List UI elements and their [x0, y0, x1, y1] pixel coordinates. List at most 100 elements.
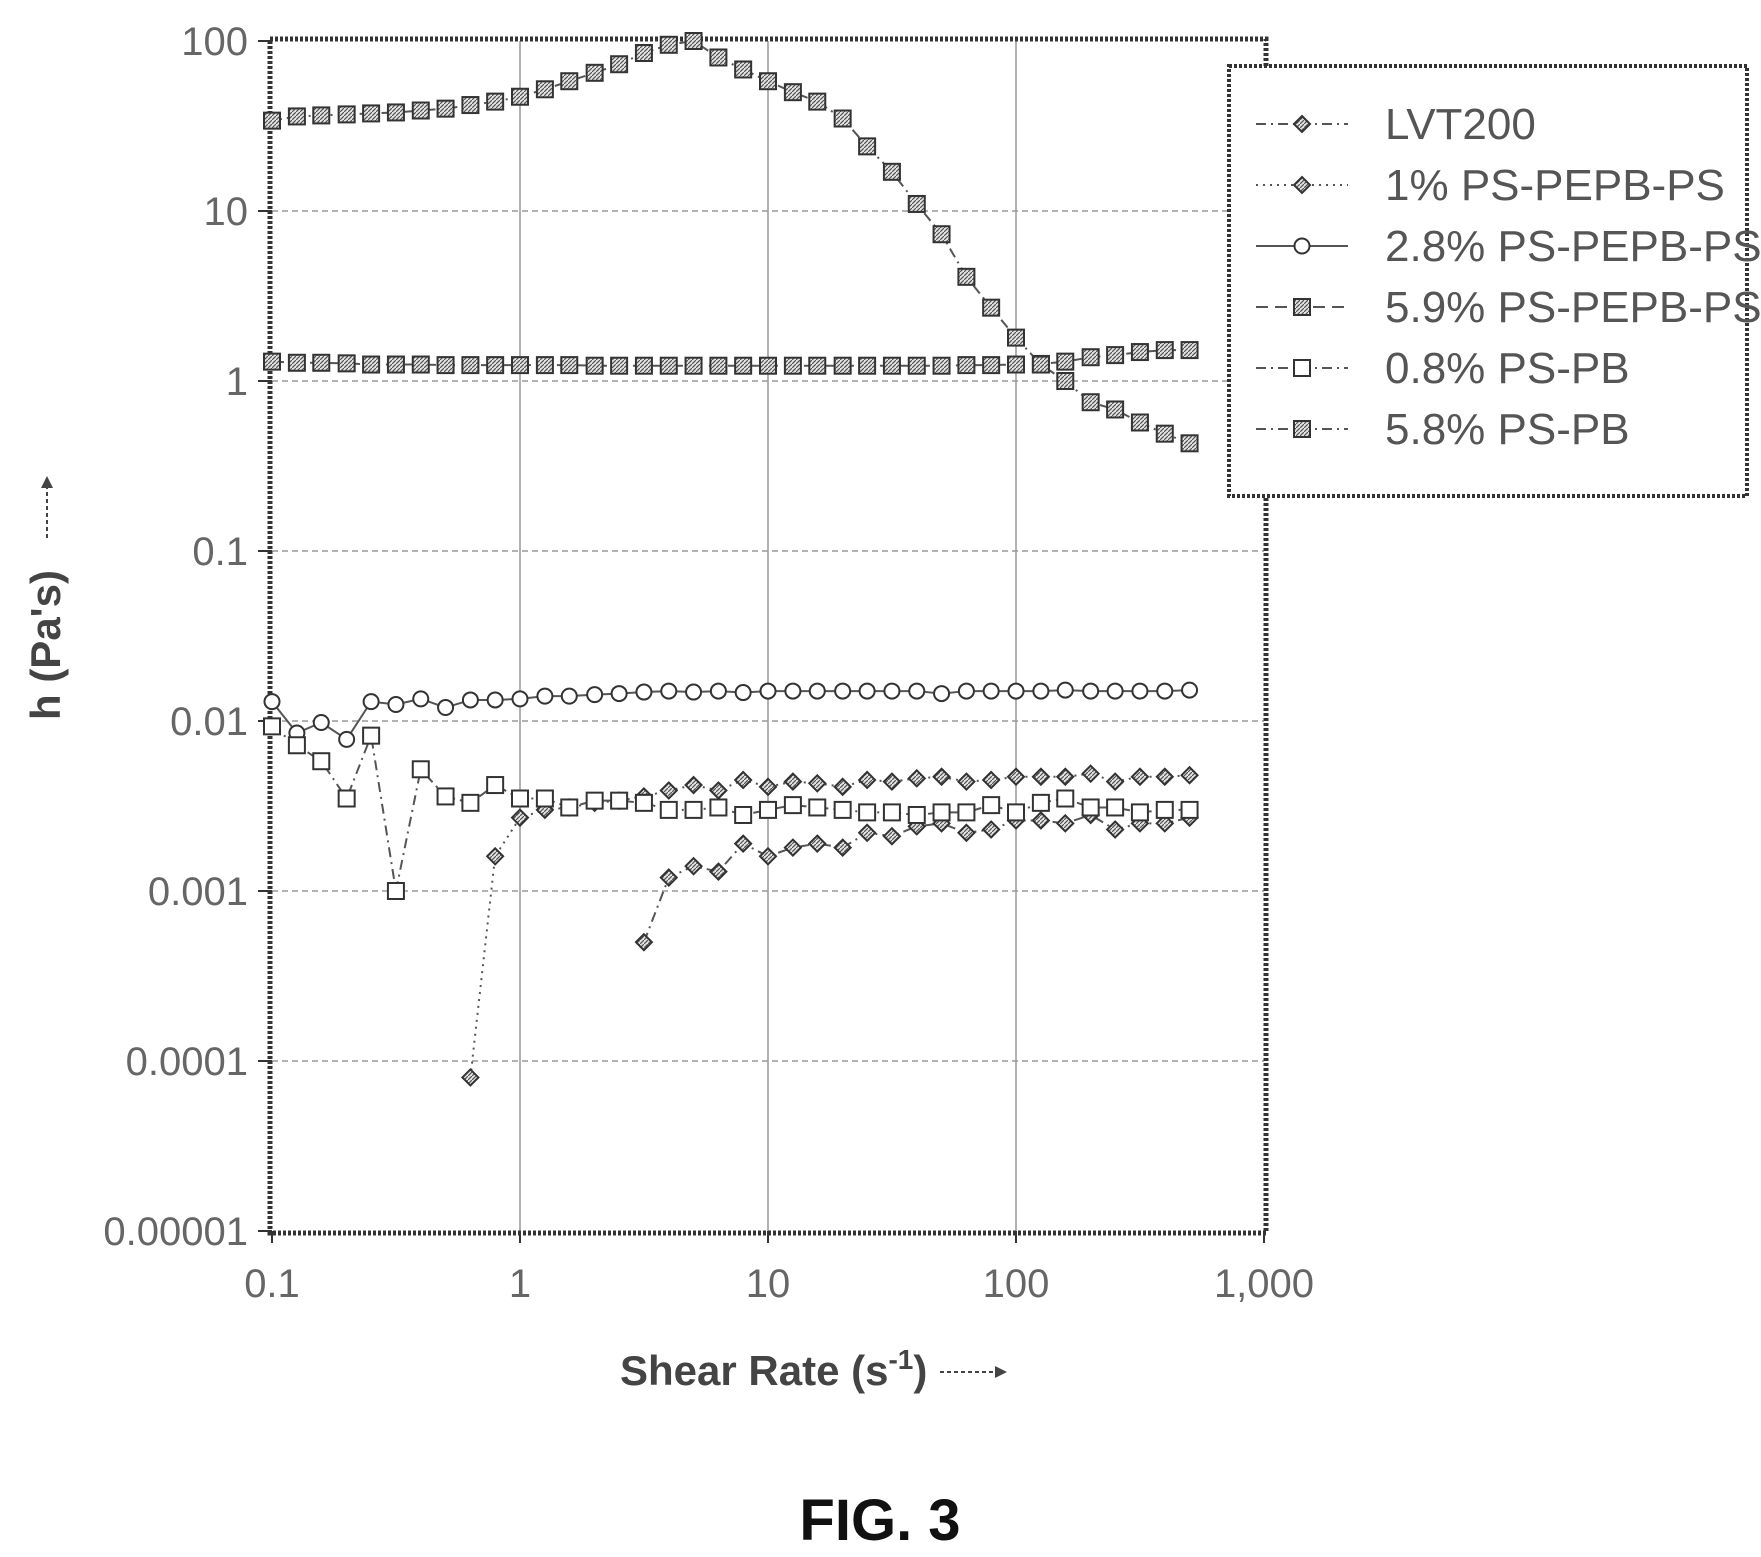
data-point [585, 356, 604, 375]
data-point [833, 777, 853, 797]
data-point [957, 682, 975, 700]
data-point [560, 798, 579, 817]
data-point [485, 846, 505, 866]
data-point [933, 685, 951, 703]
data-point [437, 699, 455, 717]
data-point [338, 730, 356, 748]
y-tick-label: 0.001 [148, 870, 248, 914]
data-point [857, 823, 877, 843]
data-point [287, 107, 306, 126]
data-point [337, 354, 356, 373]
data-point [982, 298, 1001, 317]
legend-item: 2.8% PS-PEPB-PS [1256, 222, 1761, 271]
data-point [1081, 348, 1100, 367]
data-point [956, 772, 976, 792]
legend-marker [1293, 359, 1311, 377]
data-point [1130, 343, 1149, 362]
data-point [1081, 764, 1101, 784]
data-point [759, 682, 777, 700]
data-point [1155, 800, 1174, 819]
data-point [783, 796, 802, 815]
data-point [535, 80, 554, 99]
data-point [560, 356, 579, 375]
y-tick-label: 10 [204, 190, 249, 234]
data-point [1130, 803, 1149, 822]
data-point [1007, 682, 1025, 700]
data-point [783, 356, 802, 375]
y-tick-label: 0.0001 [126, 1040, 248, 1084]
data-point [932, 225, 951, 244]
data-point [634, 793, 653, 812]
data-point [1155, 767, 1175, 787]
data-point [436, 99, 455, 118]
y-tick-label: 0.1 [192, 530, 248, 574]
data-point [932, 356, 951, 375]
data-point [486, 92, 505, 111]
data-point [411, 355, 430, 374]
legend-marker [1293, 237, 1311, 255]
data-point [882, 826, 902, 846]
data-point [808, 798, 827, 817]
data-point [808, 356, 827, 375]
data-point [610, 55, 629, 74]
data-point [1105, 820, 1125, 839]
series-3 [263, 681, 1199, 748]
data-point [1155, 813, 1175, 833]
data-point [461, 691, 479, 709]
data-point [833, 109, 852, 128]
data-point [659, 356, 678, 375]
data-point [1056, 681, 1074, 699]
data-point [263, 693, 281, 711]
data-point [833, 800, 852, 819]
x-tick-label: 10 [746, 1262, 791, 1306]
data-point [461, 356, 480, 375]
data-point [684, 856, 703, 876]
data-point [1180, 800, 1199, 819]
data-point [783, 772, 803, 792]
figure-caption: FIG. 3 [799, 1488, 960, 1553]
data-point [734, 684, 752, 702]
data-point [857, 770, 877, 790]
data-point [932, 767, 951, 787]
data-point [1106, 346, 1125, 365]
data-point [386, 882, 405, 900]
data-point [759, 72, 777, 91]
data-point [783, 83, 802, 102]
data-point [708, 862, 728, 882]
data-point [610, 356, 629, 375]
data-point [1155, 424, 1174, 443]
data-point [1130, 767, 1150, 787]
y-tick-label: 100 [181, 20, 248, 64]
data-point [758, 777, 778, 797]
data-point [560, 687, 578, 705]
data-point [957, 803, 976, 822]
data-point [858, 803, 877, 822]
data-point [1105, 772, 1125, 792]
data-point [834, 682, 852, 700]
data-point [660, 682, 678, 700]
series-5 [263, 717, 1199, 900]
data-point [709, 798, 728, 817]
x-axis-title: Shear Rate (s-1) [620, 1344, 927, 1394]
data-point [461, 96, 480, 115]
data-point [1106, 682, 1124, 700]
data-point [734, 60, 753, 79]
data-point [1106, 798, 1125, 817]
data-point [535, 356, 554, 375]
data-point [1130, 413, 1149, 432]
data-point [684, 32, 703, 50]
legend-marker [1292, 114, 1312, 134]
data-point [263, 717, 281, 736]
legend-item: 5.8% PS-PB [1256, 405, 1630, 454]
series-6 [263, 32, 1199, 453]
data-point [684, 800, 703, 819]
x-tick-label: 100 [983, 1262, 1050, 1306]
data-point [585, 63, 604, 82]
data-point [982, 682, 1000, 700]
legend-marker [1293, 420, 1311, 438]
data-point [287, 353, 306, 372]
data-point [412, 690, 430, 708]
data-point [684, 775, 703, 795]
data-point [560, 72, 579, 91]
data-point [436, 787, 455, 806]
